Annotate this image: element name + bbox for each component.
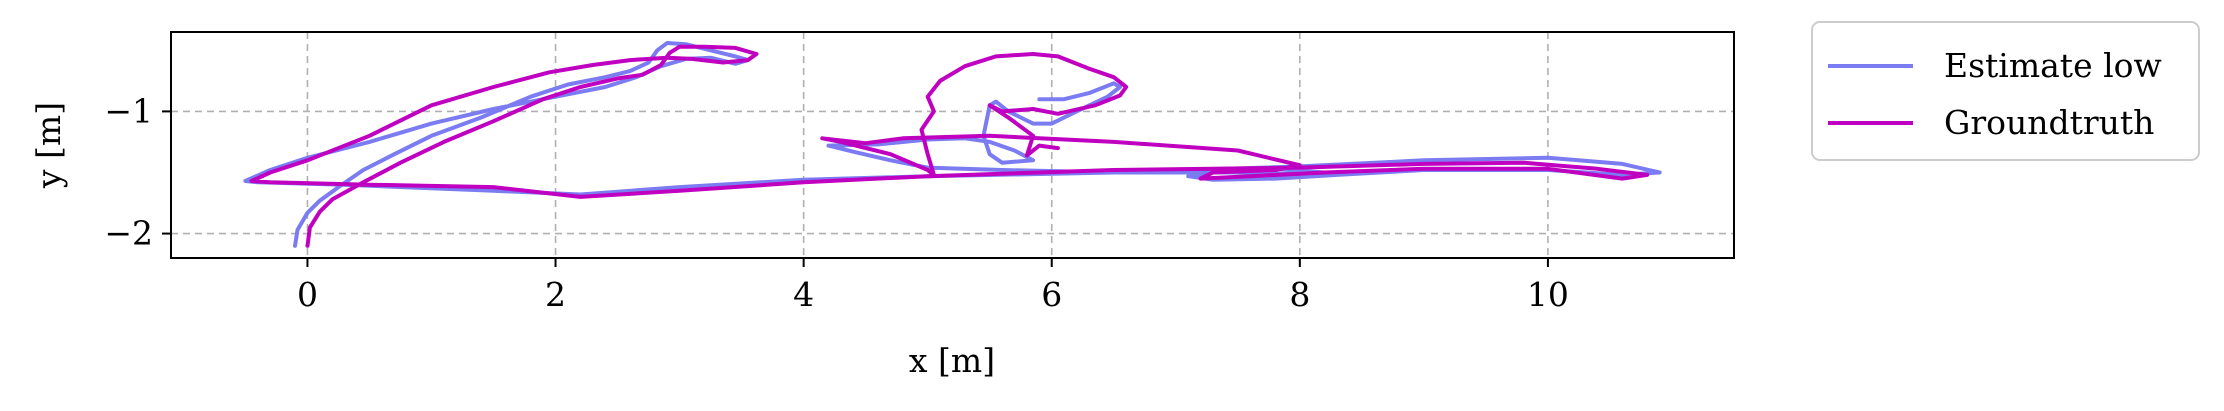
x-tick-label: 4 [793,275,814,314]
y-axis-label: y [m] [29,102,68,189]
series-line-groundtruth [249,44,1650,248]
plot-frame [170,31,1735,259]
x-tick-label: 10 [1527,275,1569,314]
y-tick-label: −1 [104,91,153,130]
axis-ticks: 0 2 4 6 8 10 −2 −1 [104,91,1569,314]
x-tick-label: 8 [1289,275,1310,314]
x-tick-label: 6 [1041,275,1062,314]
x-tick-label: 2 [545,275,566,314]
x-axis-label: x [m] [909,341,995,380]
legend-label-estimate-low: Estimate low [1944,46,2162,85]
legend-box [1811,21,2200,161]
grid [171,32,1734,258]
y-tick-label: −2 [104,214,153,253]
series-line-estimate-low [243,41,1662,248]
x-tick-label: 0 [297,275,318,314]
legend-label-groundtruth: Groundtruth [1944,103,2154,142]
plot-series [243,41,1662,248]
legend: Estimate low Groundtruth [1811,21,2200,161]
